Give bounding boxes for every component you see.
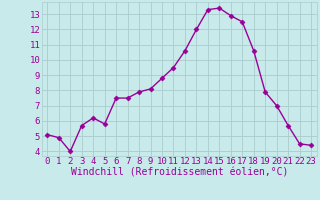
X-axis label: Windchill (Refroidissement éolien,°C): Windchill (Refroidissement éolien,°C) [70, 168, 288, 178]
